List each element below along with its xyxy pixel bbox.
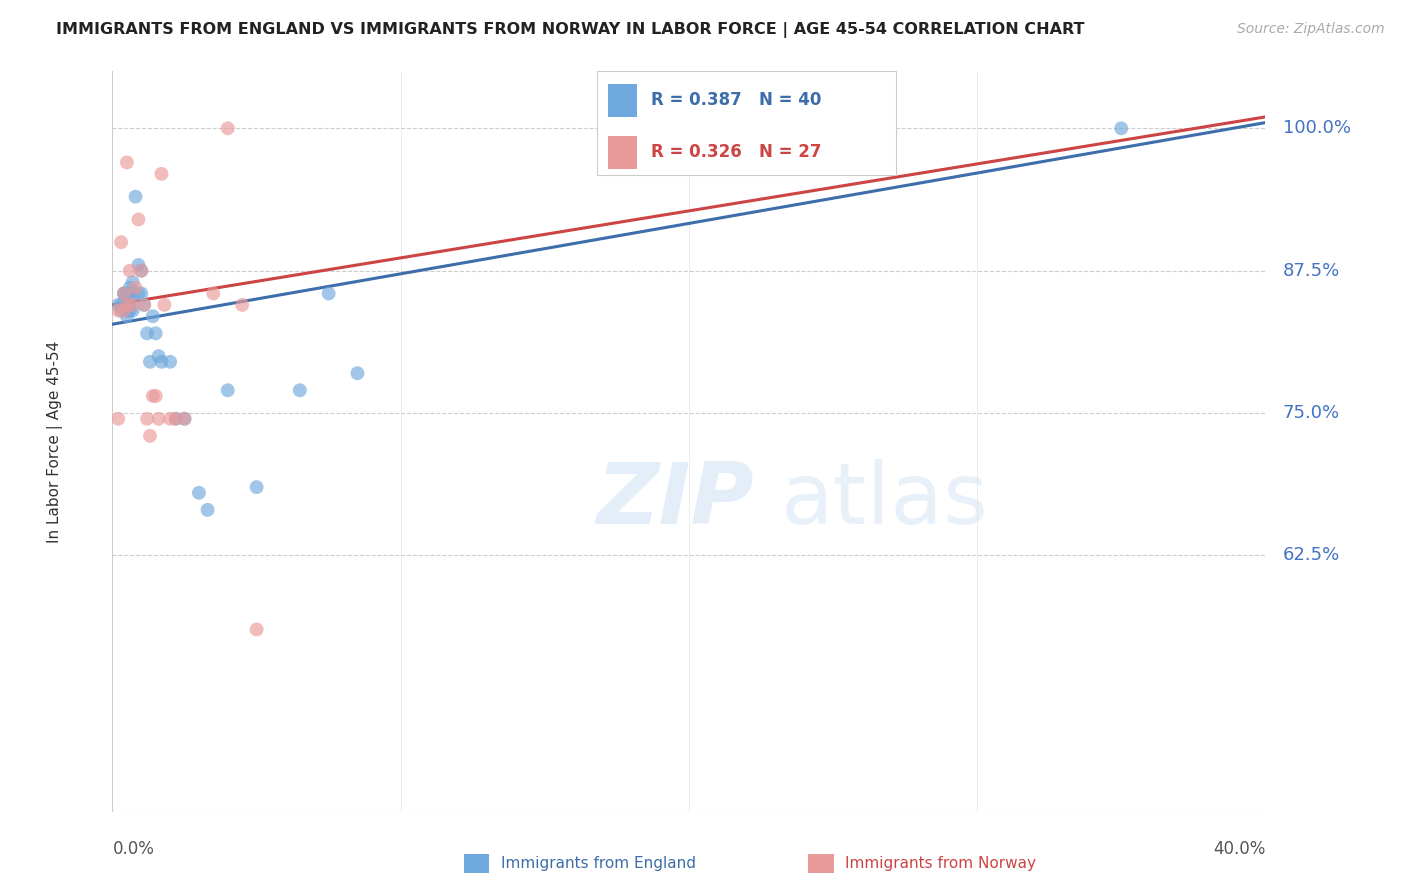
Point (118, 263, 141, 277)
Point (118, 281, 141, 295)
Point (112, 286, 135, 301)
Point (142, 310, 165, 324)
Bar (609, 84, 637, 117)
Point (124, 281, 146, 295)
Point (188, 485, 211, 500)
Text: Immigrants from Norway: Immigrants from Norway (845, 856, 1036, 871)
Text: IMMIGRANTS FROM ENGLAND VS IMMIGRANTS FROM NORWAY IN LABOR FORCE | AGE 45-54 COR: IMMIGRANTS FROM ENGLAND VS IMMIGRANTS FR… (56, 22, 1085, 38)
Point (139, 355, 162, 369)
Point (107, 411, 129, 425)
Point (110, 235, 132, 250)
Point (148, 349, 170, 363)
Text: atlas: atlas (782, 459, 990, 542)
Point (118, 286, 141, 301)
Text: 0.0%: 0.0% (112, 840, 155, 858)
Point (165, 411, 187, 425)
Point (115, 310, 138, 324)
Bar (609, 136, 637, 169)
Point (115, 155, 138, 169)
Point (318, 286, 340, 301)
Point (127, 286, 149, 301)
Point (148, 411, 170, 425)
Text: R = 0.387   N = 40: R = 0.387 N = 40 (651, 91, 821, 110)
Point (127, 258, 149, 272)
Point (142, 389, 165, 403)
Point (136, 326, 159, 341)
Point (129, 263, 153, 277)
Text: In Labor Force | Age 45-54: In Labor Force | Age 45-54 (46, 341, 63, 542)
Point (197, 503, 219, 517)
Point (118, 303, 141, 318)
Text: Immigrants from England: Immigrants from England (501, 856, 696, 871)
Point (124, 189, 146, 203)
Text: R = 0.326   N = 27: R = 0.326 N = 27 (651, 144, 821, 161)
Point (150, 355, 173, 369)
Point (115, 303, 138, 318)
Text: 62.5%: 62.5% (1282, 547, 1340, 565)
Point (246, 623, 269, 637)
Text: ZIP: ZIP (596, 459, 755, 542)
Point (159, 355, 181, 369)
Text: 75.0%: 75.0% (1282, 404, 1340, 422)
Point (346, 366, 368, 380)
Point (112, 286, 135, 301)
Point (153, 298, 176, 312)
Point (118, 298, 141, 312)
Bar (596, 71, 897, 175)
Point (231, 298, 253, 312)
Point (145, 326, 167, 341)
Point (288, 384, 311, 398)
Point (115, 303, 138, 318)
Point (107, 303, 129, 318)
Point (150, 167, 173, 181)
Text: 100.0%: 100.0% (1282, 120, 1351, 137)
Point (110, 303, 132, 318)
Point (110, 298, 132, 312)
Point (165, 411, 187, 425)
Point (246, 480, 269, 494)
Point (121, 275, 143, 289)
Point (115, 286, 138, 301)
Point (107, 298, 129, 312)
Point (159, 411, 181, 425)
Point (173, 411, 195, 425)
Point (121, 286, 143, 301)
Text: 40.0%: 40.0% (1213, 840, 1265, 858)
Point (134, 298, 156, 312)
Point (139, 429, 162, 443)
Point (112, 303, 135, 318)
Point (134, 298, 156, 312)
Point (127, 212, 149, 227)
Point (1111, 121, 1133, 136)
Point (217, 121, 239, 136)
Text: Source: ZipAtlas.com: Source: ZipAtlas.com (1237, 22, 1385, 37)
Point (115, 298, 138, 312)
Text: 87.5%: 87.5% (1282, 261, 1340, 280)
Point (145, 389, 167, 403)
Point (112, 286, 135, 301)
Point (217, 384, 239, 398)
Point (129, 286, 153, 301)
Point (136, 411, 159, 425)
Point (202, 286, 225, 301)
Point (121, 298, 143, 312)
Point (173, 411, 195, 425)
Point (129, 263, 153, 277)
Point (115, 298, 138, 312)
Point (121, 303, 143, 318)
